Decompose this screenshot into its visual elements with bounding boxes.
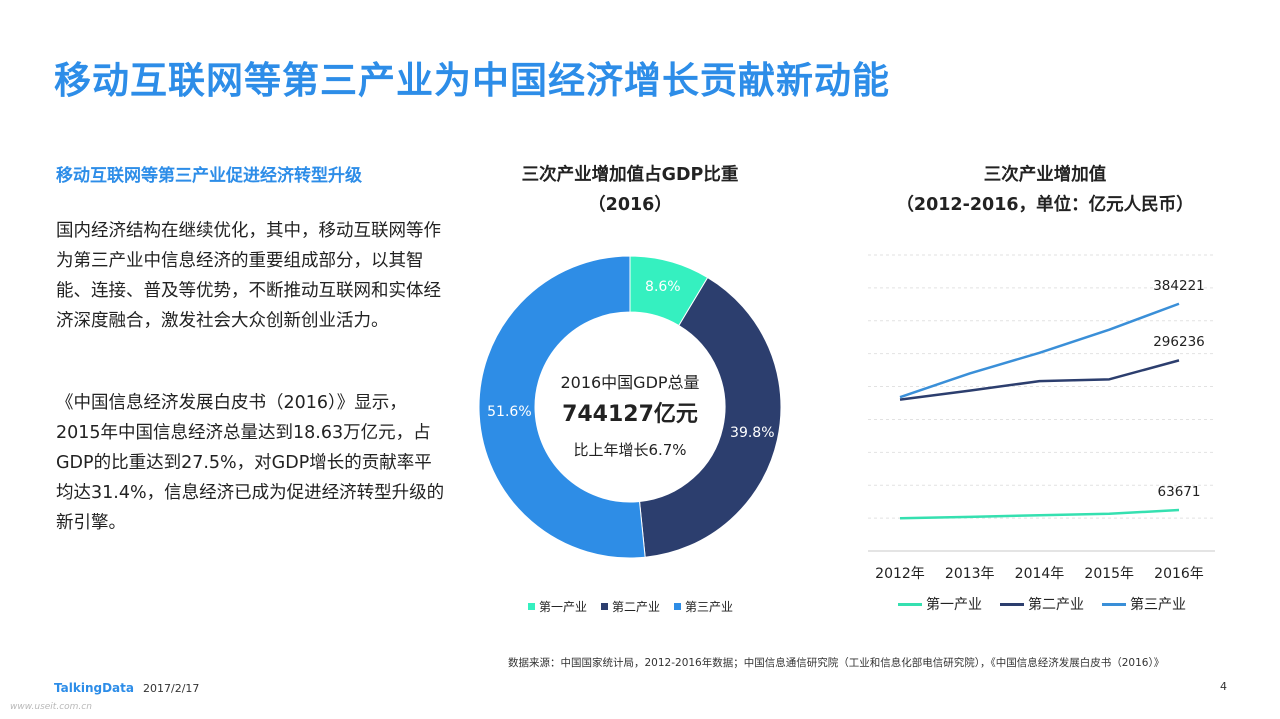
- legend-swatch: [1000, 602, 1024, 606]
- page-title: 移动互联网等第三产业为中国经济增长贡献新动能: [54, 59, 890, 102]
- gdp-total-label: 2016中国GDP总量: [560, 373, 700, 392]
- legend-label: 第二产业: [612, 600, 661, 614]
- donut-chart-title: 三次产业增加值占GDP比重 （2016）: [480, 160, 780, 220]
- line-legend: 第一产业 第二产业 第三产业: [898, 594, 1186, 614]
- donut-chart: [478, 255, 782, 559]
- line-legend-item-3: 第三产业: [1102, 594, 1186, 614]
- x-tick-label: 2016年: [1154, 566, 1204, 582]
- donut-chart-title-line1: 三次产业增加值占GDP比重: [521, 165, 739, 185]
- page-number: 4: [1220, 680, 1227, 693]
- legend-label: 第一产业: [926, 597, 982, 613]
- line-chart-title: 三次产业增加值 （2012-2016，单位：亿元人民币）: [860, 160, 1230, 220]
- x-tick-label: 2014年: [1014, 566, 1065, 582]
- donut-legend-item-1: 第一产业: [528, 598, 587, 615]
- legend-swatch: [601, 603, 609, 610]
- donut-legend-item-3: 第三产业: [674, 598, 733, 615]
- line-legend-item-2: 第二产业: [1000, 594, 1084, 614]
- series-end-label-1: 63671: [1157, 484, 1201, 501]
- donut-slice-label-2: 39.8%: [730, 424, 775, 441]
- legend-swatch: [674, 603, 682, 610]
- series-line-3: [899, 302, 1180, 399]
- series-line-2: [899, 359, 1180, 401]
- legend-swatch: [898, 602, 922, 606]
- line-legend-item-1: 第一产业: [898, 594, 982, 614]
- intro-paragraph: 国内经济结构在继续优化，其中，移动互联网等作为第三产业中信息经济的重要组成部分，…: [56, 221, 441, 331]
- x-tick-label: 2015年: [1084, 566, 1135, 582]
- whitepaper-paragraph: 《中国信息经济发展白皮书（2016）》显示，2015年中国信息经济总量达到18.…: [56, 393, 445, 533]
- legend-label: 第三产业: [685, 600, 734, 614]
- watermark: www.useit.com.cn: [10, 702, 92, 712]
- donut-slice-2: [638, 276, 782, 558]
- series-end-label-2: 296236: [1153, 334, 1205, 351]
- donut-legend-item-2: 第二产业: [601, 598, 660, 615]
- line-chart: [868, 254, 1215, 552]
- line-chart-subtitle: （2012-2016，单位：亿元人民币）: [896, 195, 1194, 215]
- legend-swatch: [528, 603, 535, 610]
- x-tick-label: 2013年: [944, 566, 995, 582]
- donut-legend: 第一产业 第二产业 第三产业: [528, 598, 733, 615]
- x-tick-label: 2012年: [875, 566, 925, 582]
- legend-label: 第二产业: [1028, 597, 1084, 613]
- series-line-1: [899, 508, 1180, 520]
- talkingdata-logo: TalkingData: [54, 681, 134, 695]
- donut-chart-subtitle: （2016）: [588, 195, 672, 215]
- series-end-label-3: 384221: [1153, 277, 1205, 294]
- gdp-total-value: 744127亿元: [562, 402, 698, 427]
- gdp-growth-label: 比上年增长6.7%: [573, 441, 687, 459]
- legend-label: 第一产业: [539, 600, 588, 614]
- report-date: 2017/2/17: [143, 682, 200, 695]
- section-heading: 移动互联网等第三产业促进经济转型升级: [56, 166, 362, 186]
- legend-label: 第三产业: [1130, 597, 1186, 613]
- donut-slice-label-1: 8.6%: [645, 279, 681, 296]
- data-source: 数据来源：中国国家统计局，2012-2016年数据；中国信息通信研究院（工业和信…: [508, 657, 1165, 669]
- donut-slice-label-3: 51.6%: [487, 404, 532, 421]
- donut-slice-3: [478, 255, 646, 559]
- legend-swatch: [1102, 602, 1126, 606]
- line-chart-title-line1: 三次产业增加值: [983, 165, 1107, 185]
